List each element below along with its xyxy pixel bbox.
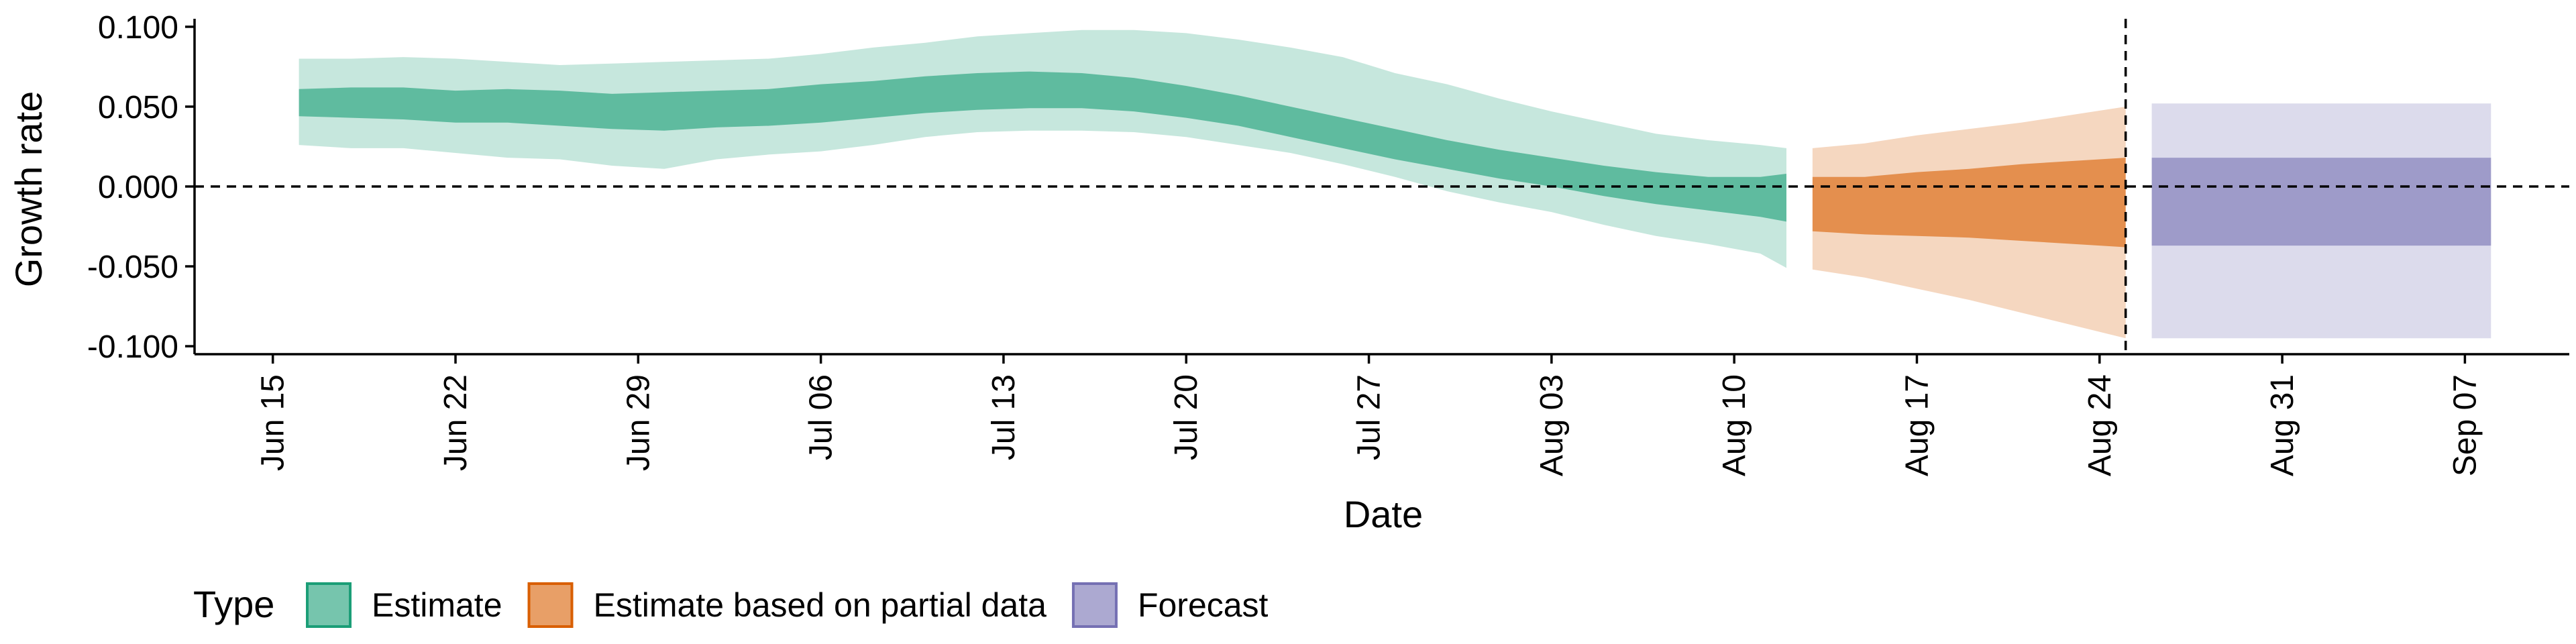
y-tick-label: -0.100 xyxy=(87,329,178,365)
legend-title: Type xyxy=(193,583,274,625)
axes: 0.100 0.050 0.000 -0.050 -0.100 Jun 15 Jun 22 J… xyxy=(87,10,2569,476)
x-tick-label: Jun 15 xyxy=(256,374,291,471)
y-tick-label: -0.050 xyxy=(87,250,178,285)
x-tick-label: Jul 06 xyxy=(804,374,839,460)
estimate-outer-band xyxy=(299,30,1786,268)
x-tick-label: Jul 13 xyxy=(986,374,1022,460)
x-tick-label: Jul 20 xyxy=(1169,374,1204,460)
y-tick-label: 0.000 xyxy=(98,170,178,205)
x-tick-label: Sep 07 xyxy=(2447,374,2483,476)
legend: Type Estimate Estimate based on partial da… xyxy=(193,582,1269,628)
legend-key xyxy=(1071,582,1118,628)
forecast-inner-band xyxy=(2151,158,2491,246)
legend-key xyxy=(527,582,574,628)
x-tick-label: Jun 22 xyxy=(438,374,474,471)
y-tick-label: 0.100 xyxy=(98,10,178,46)
x-tick-label: Aug 10 xyxy=(1717,374,1752,476)
estimate-based-on-partial-data-inner-band xyxy=(1812,158,2126,248)
x-tick-label: Aug 17 xyxy=(1899,374,1935,476)
x-tick-label: Aug 03 xyxy=(1534,374,1570,476)
x-tick-label: Aug 24 xyxy=(2082,374,2118,476)
legend-item-label: Estimate based on partial data xyxy=(594,586,1047,624)
legend-item-label: Forecast xyxy=(1138,586,1269,624)
y-axis-label: Growth rate xyxy=(7,91,50,288)
ribbon-bands xyxy=(299,30,2491,339)
legend-key xyxy=(306,582,352,628)
x-axis-label: Date xyxy=(1344,493,1423,535)
x-tick-label: Jul 27 xyxy=(1352,374,1387,460)
x-tick-label: Aug 31 xyxy=(2265,374,2300,476)
y-tick-label: 0.050 xyxy=(98,90,178,125)
legend-item-label: Estimate xyxy=(372,586,502,624)
reference-lines xyxy=(195,19,2569,354)
estimate-inner-band xyxy=(299,71,1786,222)
x-tick-label: Jun 29 xyxy=(621,374,656,471)
